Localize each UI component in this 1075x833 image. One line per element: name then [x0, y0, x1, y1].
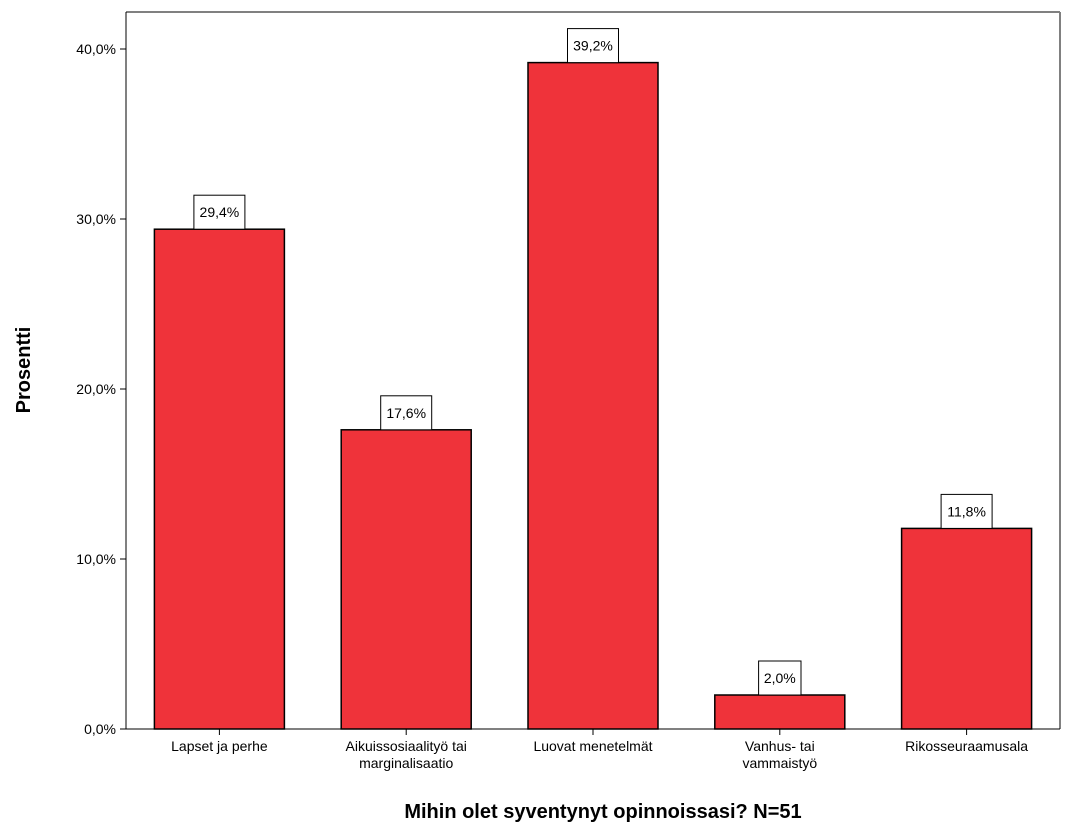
- y-tick-label: 10,0%: [76, 551, 116, 567]
- data-label-box: [567, 28, 619, 64]
- y-tick-label: 40,0%: [76, 41, 116, 57]
- x-category-label: Aikuissosiaalityö tai marginalisaatio: [346, 738, 467, 771]
- bar: [153, 228, 286, 730]
- x-category-label: Vanhus- tai vammaistyö: [742, 738, 817, 771]
- bar: [340, 429, 472, 730]
- data-label-box: [193, 194, 246, 230]
- x-category-label: Rikosseuraamusala: [905, 738, 1028, 754]
- y-tick-label: 20,0%: [76, 381, 116, 397]
- data-label-box: [380, 395, 433, 431]
- bar: [900, 527, 1033, 730]
- data-label: 39,2%: [573, 38, 613, 54]
- x-axis-title: Mihin olet syventynyt opinnoissasi? N=51: [404, 801, 801, 823]
- data-label: 11,8%: [947, 503, 986, 519]
- y-tick-label: 30,0%: [76, 211, 116, 227]
- data-label-box: [758, 660, 802, 696]
- data-label-box: [940, 493, 993, 529]
- bar: [527, 61, 659, 730]
- y-tick-label: 0,0%: [84, 721, 116, 737]
- y-axis-title: Prosentti: [13, 327, 35, 414]
- data-label: 29,4%: [200, 204, 240, 220]
- data-label: 17,6%: [386, 405, 426, 421]
- bar: [714, 694, 846, 730]
- x-category-label: Lapset ja perhe: [171, 738, 268, 754]
- x-category-label: Luovat menetelmät: [533, 738, 652, 754]
- data-label: 2,0%: [764, 670, 796, 686]
